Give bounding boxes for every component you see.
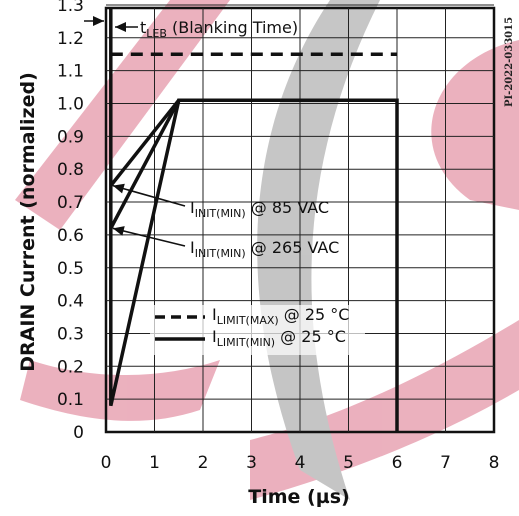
y-tick-0.8: 0.8 (57, 160, 84, 180)
y-tick-0.6: 0.6 (57, 226, 84, 246)
y-tick-0.5: 0.5 (57, 259, 84, 279)
x-tick-4: 4 (295, 453, 306, 473)
y-tick-1.1: 1.1 (57, 62, 84, 82)
x-tick-8: 8 (489, 453, 500, 473)
y-tick-1.0: 1.0 (57, 95, 84, 115)
legend-label-limit-min: ILIMIT(MIN) @ 25 °C (212, 327, 346, 349)
y-tick-0.2: 0.2 (57, 357, 84, 377)
series-line-2 (109, 99, 181, 187)
y-tick-0.1: 0.1 (57, 390, 84, 410)
annotation-tleb: tLEB (Blanking Time) (140, 18, 298, 40)
annotation-arrows (84, 16, 186, 247)
annotation-init-85vac: IINIT(MIN) @ 85 VAC (190, 198, 329, 220)
x-tick-2: 2 (198, 453, 209, 473)
y-tick-0.9: 0.9 (57, 127, 84, 147)
arrow-init-265vac-head (112, 226, 125, 236)
x-tick-0: 0 (101, 453, 112, 473)
arrow-tleb-left-head (93, 16, 104, 26)
x-tick-1: 1 (149, 453, 160, 473)
y-tick-labels: 0 0.1 0.2 0.3 0.4 0.5 0.6 0.7 0.8 0.9 1.0 1.1 1.2 1.3 (57, 0, 84, 443)
y-tick-0.4: 0.4 (57, 292, 84, 312)
series-lines (109, 8, 399, 432)
y-axis-label: DRAIN Current (normalized) (17, 72, 39, 372)
x-tick-5: 5 (343, 453, 354, 473)
x-tick-7: 7 (440, 453, 451, 473)
arrow-init-85vac-head (112, 183, 125, 194)
x-tick-labels: 0 1 2 3 4 5 6 7 8 (101, 453, 500, 473)
arrow-init-85vac (112, 184, 186, 207)
legend-label-limit-max: ILIMIT(MAX) @ 25 °C (212, 305, 349, 327)
y-tick-1.2: 1.2 (57, 29, 84, 49)
figure-code: PI-2022-033015 (504, 17, 515, 107)
y-tick-0.7: 0.7 (57, 193, 84, 213)
x-axis-label: Time (µs) (248, 486, 349, 508)
annotation-init-265vac: IINIT(MIN) @ 265 VAC (190, 238, 339, 260)
x-tick-6: 6 (392, 453, 403, 473)
x-tick-3: 3 (246, 453, 257, 473)
watermark-logo (15, 0, 519, 500)
y-tick-0: 0 (73, 423, 84, 443)
series-line-3 (109, 99, 181, 230)
arrow-tleb-right-head (115, 22, 126, 32)
legend-background (150, 305, 365, 355)
y-tick-1.3: 1.3 (57, 0, 84, 16)
y-tick-0.3: 0.3 (57, 324, 84, 344)
arrow-init-265vac (112, 227, 186, 247)
grid (104, 4, 496, 434)
